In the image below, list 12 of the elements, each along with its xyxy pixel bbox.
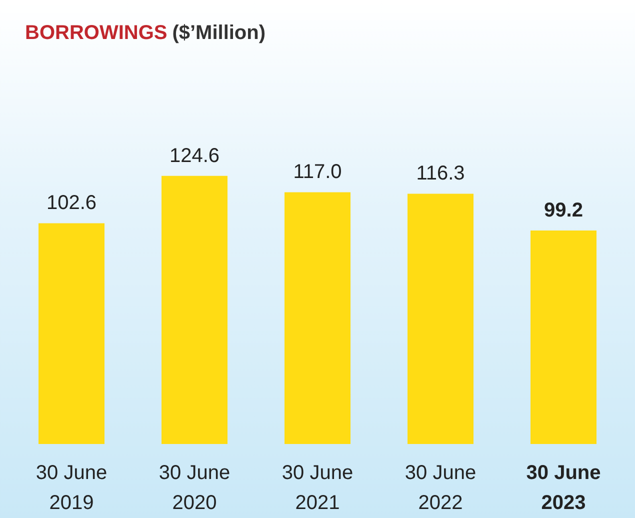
x-tick-label: 30 June 2020 <box>158 462 230 514</box>
chart-title: BORROWINGS <box>25 22 168 44</box>
x-tick-label: 30 June 2023 <box>526 462 601 514</box>
chart-subtitle: ($’Million) <box>172 22 266 44</box>
data-label: 116.3 <box>416 162 465 185</box>
x-tick-label: 30 June 2022 <box>404 462 476 514</box>
data-label: 102.6 <box>46 192 97 214</box>
x-tick-label: 30 June 2021 <box>282 462 354 514</box>
x-tick-label: 30 June 2019 <box>36 462 108 514</box>
data-label: 117.0 <box>293 161 342 184</box>
data-label: 99.2 <box>544 200 583 222</box>
data-label: 124.6 <box>169 144 220 167</box>
